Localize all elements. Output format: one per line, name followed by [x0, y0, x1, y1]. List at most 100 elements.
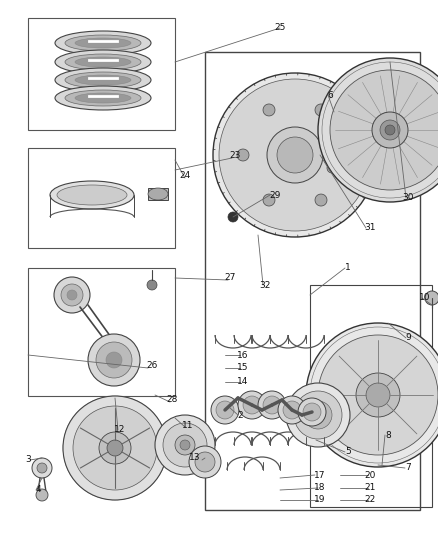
Bar — [320, 112, 372, 184]
Ellipse shape — [50, 181, 134, 209]
Circle shape — [315, 104, 327, 116]
Text: 17: 17 — [314, 471, 326, 480]
Circle shape — [298, 398, 326, 426]
Circle shape — [195, 452, 215, 472]
Circle shape — [155, 415, 215, 475]
Circle shape — [106, 352, 122, 368]
Ellipse shape — [55, 31, 151, 55]
Circle shape — [318, 335, 438, 455]
Text: 28: 28 — [166, 395, 178, 405]
Ellipse shape — [55, 86, 151, 110]
Text: 13: 13 — [189, 454, 201, 463]
Circle shape — [238, 391, 266, 419]
Circle shape — [327, 163, 337, 173]
Text: 14: 14 — [237, 377, 249, 386]
Circle shape — [355, 163, 365, 173]
Circle shape — [263, 104, 275, 116]
Circle shape — [380, 120, 400, 140]
Circle shape — [267, 127, 323, 183]
Bar — [310, 285, 432, 507]
Circle shape — [213, 73, 377, 237]
Circle shape — [341, 149, 353, 161]
Circle shape — [283, 401, 301, 419]
Text: 9: 9 — [405, 334, 411, 343]
Ellipse shape — [65, 90, 141, 106]
Text: 10: 10 — [419, 294, 431, 303]
Circle shape — [37, 463, 47, 473]
Circle shape — [385, 125, 395, 135]
Ellipse shape — [55, 68, 151, 92]
Text: 5: 5 — [345, 448, 351, 456]
Circle shape — [73, 406, 157, 490]
Text: 6: 6 — [327, 91, 333, 100]
Ellipse shape — [75, 93, 131, 103]
Text: 8: 8 — [385, 431, 391, 440]
Circle shape — [306, 323, 438, 467]
Text: 20: 20 — [364, 471, 376, 480]
Circle shape — [366, 383, 390, 407]
Text: 30: 30 — [402, 193, 414, 203]
Circle shape — [327, 123, 337, 133]
Circle shape — [163, 423, 207, 467]
Text: 18: 18 — [314, 483, 326, 492]
Circle shape — [32, 458, 52, 478]
Circle shape — [219, 79, 371, 231]
Circle shape — [107, 440, 123, 456]
Text: 3: 3 — [25, 456, 31, 464]
Text: 32: 32 — [259, 280, 271, 289]
Circle shape — [318, 58, 438, 202]
Circle shape — [147, 280, 157, 290]
Circle shape — [180, 440, 190, 450]
Ellipse shape — [219, 402, 237, 414]
Ellipse shape — [75, 57, 131, 67]
Circle shape — [228, 212, 238, 222]
Text: 15: 15 — [237, 364, 249, 373]
Circle shape — [36, 489, 48, 501]
Circle shape — [96, 342, 132, 378]
Circle shape — [277, 137, 313, 173]
Ellipse shape — [75, 38, 131, 48]
Text: 24: 24 — [180, 171, 191, 180]
Ellipse shape — [75, 75, 131, 85]
Text: 25: 25 — [274, 23, 286, 33]
Circle shape — [304, 401, 332, 429]
Ellipse shape — [65, 72, 141, 88]
Circle shape — [243, 396, 261, 414]
Circle shape — [372, 112, 408, 148]
Ellipse shape — [65, 35, 141, 51]
Circle shape — [211, 396, 239, 424]
Circle shape — [54, 277, 90, 313]
Text: 12: 12 — [114, 425, 126, 434]
Circle shape — [294, 391, 342, 439]
Circle shape — [425, 291, 438, 305]
Circle shape — [99, 432, 131, 464]
Circle shape — [61, 284, 83, 306]
Bar — [148, 188, 168, 200]
Text: 11: 11 — [182, 421, 194, 430]
Text: 21: 21 — [364, 483, 376, 492]
Circle shape — [278, 396, 306, 424]
Text: 2: 2 — [237, 410, 243, 419]
Text: 31: 31 — [364, 223, 376, 232]
Circle shape — [67, 290, 77, 300]
Bar — [28, 148, 175, 248]
Circle shape — [263, 396, 281, 414]
Circle shape — [330, 70, 438, 190]
Ellipse shape — [55, 50, 151, 74]
Text: 19: 19 — [314, 496, 326, 505]
Text: 23: 23 — [230, 150, 241, 159]
Bar — [28, 268, 175, 396]
Text: 27: 27 — [224, 273, 236, 282]
Circle shape — [63, 396, 167, 500]
Ellipse shape — [57, 185, 127, 205]
Ellipse shape — [148, 188, 168, 200]
Text: 26: 26 — [146, 360, 158, 369]
Circle shape — [315, 194, 327, 206]
Ellipse shape — [65, 54, 141, 70]
Circle shape — [355, 123, 365, 133]
Circle shape — [356, 373, 400, 417]
Circle shape — [88, 334, 140, 386]
Circle shape — [286, 383, 350, 447]
Circle shape — [189, 446, 221, 478]
Text: 7: 7 — [405, 464, 411, 472]
